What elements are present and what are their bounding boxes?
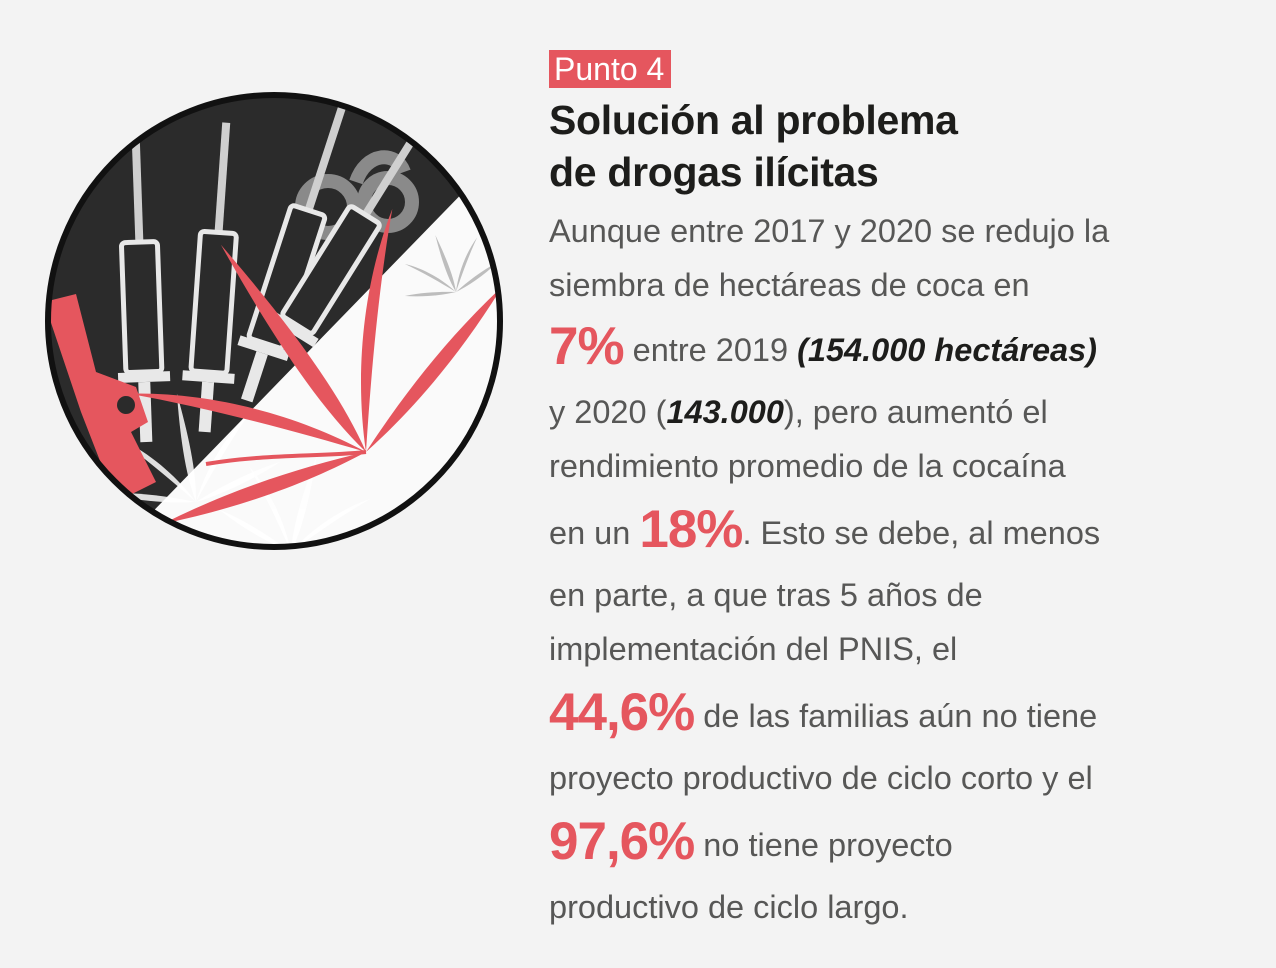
drugs-illustration (36, 72, 512, 570)
body-line: Aunque entre 2017 y 2020 se redujo la (549, 213, 1110, 249)
body-line: implementación del PNIS, el (549, 631, 958, 667)
hectares-2020: 143.000 (666, 394, 784, 430)
body-line: en parte, a que tras 5 años de (549, 577, 983, 613)
body-line: 44,6% de las familias aún no tiene (549, 678, 1261, 751)
body-line: 97,6% no tiene proyecto (549, 807, 1261, 880)
body-line: y 2020 (143.000), pero aumentó el (549, 385, 1261, 439)
body-fragment: en un (549, 515, 640, 551)
title-line: de drogas ilícitas (549, 149, 879, 195)
body-line: proyecto productivo de ciclo corto y el (549, 760, 1093, 796)
section-tag: Punto 4 (549, 50, 672, 88)
hectares-2019: (154.000 hectáreas) (797, 332, 1098, 368)
body-line: en un 18%. Esto se debe, al menos (549, 495, 1261, 568)
body-fragment: no tiene proyecto (694, 827, 953, 863)
page-title: Solución al problema de drogas ilícitas (549, 94, 1261, 198)
body-line: siembra de hectáreas de coca en (549, 267, 1030, 303)
stat-97-6-percent: 97,6% (549, 812, 695, 871)
body-fragment: . Esto se debe, al menos (742, 515, 1101, 551)
body-line: productivo de ciclo largo. (549, 889, 909, 925)
body-fragment: ), pero aumentó el (783, 394, 1048, 430)
pistol-icon (48, 294, 156, 502)
body-text: Aunque entre 2017 y 2020 se redujo la si… (549, 204, 1261, 934)
body-line: 7% entre 2019 (154.000 hectáreas) (549, 312, 1261, 385)
title-line: Solución al problema (549, 97, 958, 143)
content-column: Punto 4 Solución al problema de drogas i… (549, 50, 1261, 934)
stat-7-percent: 7% (549, 317, 625, 376)
body-line: rendimiento promedio de la cocaína (549, 448, 1066, 484)
stat-18-percent: 18% (639, 500, 743, 559)
stat-44-6-percent: 44,6% (549, 683, 695, 742)
body-fragment: de las familias aún no tiene (694, 698, 1098, 734)
syringe-icon (117, 104, 428, 443)
body-fragment: entre 2019 (623, 332, 798, 368)
cannabis-leaf-icon (51, 126, 500, 547)
body-fragment: y 2020 ( (549, 394, 667, 430)
